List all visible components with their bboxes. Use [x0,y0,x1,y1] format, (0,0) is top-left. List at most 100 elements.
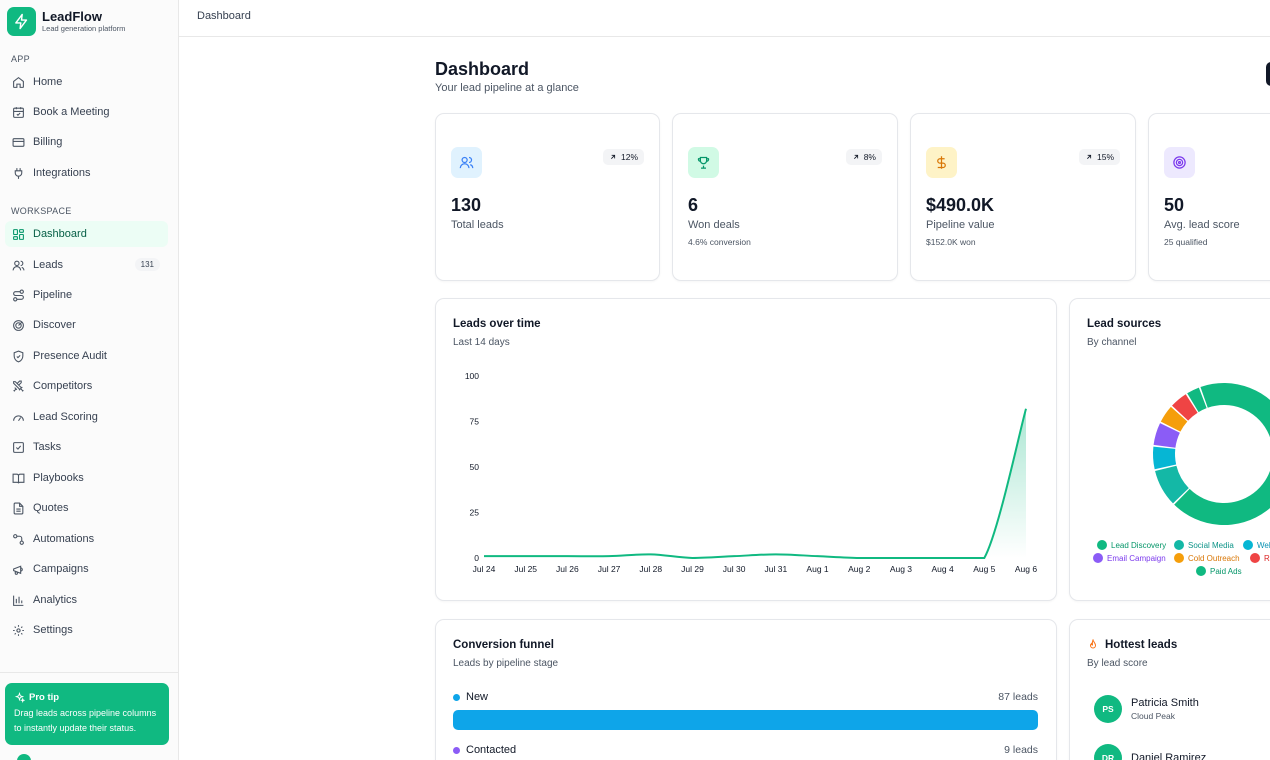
donut-slice[interactable] [1160,406,1188,432]
header-action-button[interactable] [1266,62,1270,86]
x-tick-label: Aug 1 [806,564,828,574]
stat-sub: $152.0K won [926,237,976,247]
sidebar-item-label: Discover [33,319,76,331]
x-tick-label: Jul 27 [598,564,621,574]
funnel-row-new: New 87 leads [453,691,1038,703]
stat-label: Won deals [688,219,740,231]
donut-slice[interactable] [1153,446,1177,470]
sidebar-item-label: Integrations [33,167,91,179]
topbar: Dashboard [179,0,1270,37]
stat-value: 130 [451,195,482,215]
trend-badge: 15% [1078,149,1120,165]
x-tick-label: Aug 5 [973,564,995,574]
sidebar-item-discover[interactable]: Discover [5,312,168,338]
x-tick-label: Jul 31 [765,564,788,574]
sidebar-item-campaigns[interactable]: Campaigns [5,556,168,582]
user-avatar[interactable] [17,754,31,760]
lead-name: Daniel Ramirez [1131,752,1207,760]
card-subtitle: Last 14 days [453,337,510,348]
card-subtitle: Leads by pipeline stage [453,658,559,669]
x-tick-label: Aug 2 [848,564,870,574]
x-tick-label: Aug 6 [1015,564,1037,574]
donut-slice[interactable] [1187,387,1207,413]
sidebar-item-billing[interactable]: Billing [5,129,168,155]
sidebar-item-book-a-meeting[interactable]: Book a Meeting [5,99,168,125]
leads-count-badge: 131 [134,258,160,271]
brand[interactable]: LeadFlow Lead generation platform [7,7,125,36]
sidebar-item-automations[interactable]: Automations [5,526,168,552]
sidebar-item-label: Tasks [33,441,62,453]
series-line [484,408,1027,560]
sidebar-item-label: Analytics [33,594,78,606]
legend-referral: Re [1250,553,1270,563]
stat-value: 6 [688,195,699,215]
funnel-count: 9 leads [1004,744,1038,756]
card-title: Leads over time [453,318,541,330]
y-tick-label: 25 [470,508,480,518]
sidebar-item-presence-audit[interactable]: Presence Audit [5,343,168,369]
sidebar-item-integrations[interactable]: Integrations [5,160,168,186]
legend-paid-ads: Paid Ads [1196,566,1242,576]
users-icon [12,260,25,270]
sidebar: LeadFlow Lead generation platform APP Ho… [0,0,179,760]
sidebar-item-home[interactable]: Home [5,69,168,95]
card-title: Lead sources [1087,318,1162,330]
section-label-app: APP [11,54,30,64]
stat-card-avg-lead-score: 50 Avg. lead score 25 qualified [1148,113,1270,281]
donut-slice[interactable] [1153,423,1180,448]
gauge-icon [13,414,24,421]
trend-badge: 12% [602,149,644,165]
sidebar-item-pipeline[interactable]: Pipeline [5,282,168,308]
card-title: Conversion funnel [453,639,554,651]
lead-row[interactable]: PS Patricia Smith Cloud Peak [1094,695,1199,723]
trend-badge: 8% [845,149,882,165]
x-tick-label: Jul 28 [639,564,662,574]
sidebar-item-tasks[interactable]: Tasks [5,434,168,460]
sidebar-item-dashboard[interactable]: Dashboard [5,221,168,247]
sidebar-item-quotes[interactable]: Quotes [5,495,168,521]
breadcrumb: Dashboard [197,10,251,22]
donut-slice[interactable] [1172,394,1198,421]
sidebar-item-settings[interactable]: Settings [5,617,168,643]
shield-icon [13,350,24,362]
radar-icon [13,319,24,331]
lead-company: Cloud Peak [1131,711,1175,721]
lead-sources-donut [1153,383,1270,525]
stat-value: 50 [1164,195,1185,215]
swords-icon [13,380,24,392]
x-tick-label: Aug 4 [932,564,954,574]
book-icon [12,473,25,483]
sidebar-item-lead-scoring[interactable]: Lead Scoring [5,404,168,430]
legend-website: Web [1243,540,1270,550]
sidebar-item-label: Settings [33,624,73,636]
sidebar-item-label: Leads [33,259,63,271]
sidebar-item-playbooks[interactable]: Playbooks [5,465,168,491]
lightning-icon [7,7,36,36]
lead-name: Patricia Smith [1131,697,1199,709]
trophy-icon [688,147,719,178]
sidebar-item-label: Playbooks [33,472,84,484]
legend-cold-outreach: Cold Outreach [1174,553,1240,563]
y-tick-label: 0 [474,553,479,563]
avatar: PS [1094,695,1122,723]
stat-label: Total leads [451,219,504,231]
sidebar-item-competitors[interactable]: Competitors [5,373,168,399]
lead-row[interactable]: DR Daniel Ramirez [1094,744,1206,760]
sidebar-item-leads[interactable]: Leads 131 [5,252,168,278]
stat-card-total-leads: 12% 130 Total leads [435,113,660,281]
lead-sources-card: Lead sources By channel Lead Discovery S… [1069,298,1270,601]
dollar-icon [926,147,957,178]
page-subtitle: Your lead pipeline at a glance [435,82,579,94]
donut-slice[interactable] [1174,383,1270,525]
users-icon [451,147,482,178]
donut-slice[interactable] [1155,465,1189,504]
home-icon [13,76,24,88]
card-subtitle: By lead score [1087,658,1148,669]
brand-name: LeadFlow [42,9,102,24]
card-subtitle: By channel [1087,337,1137,348]
leads-over-time-card: Leads over time Last 14 days 0 25 50 75 100 J… [435,298,1057,601]
sidebar-item-analytics[interactable]: Analytics [5,587,168,613]
pro-tip-card: Pro tip Drag leads across pipeline colum… [5,683,169,745]
sidebar-divider [0,672,179,673]
sidebar-item-label: Billing [33,136,63,148]
